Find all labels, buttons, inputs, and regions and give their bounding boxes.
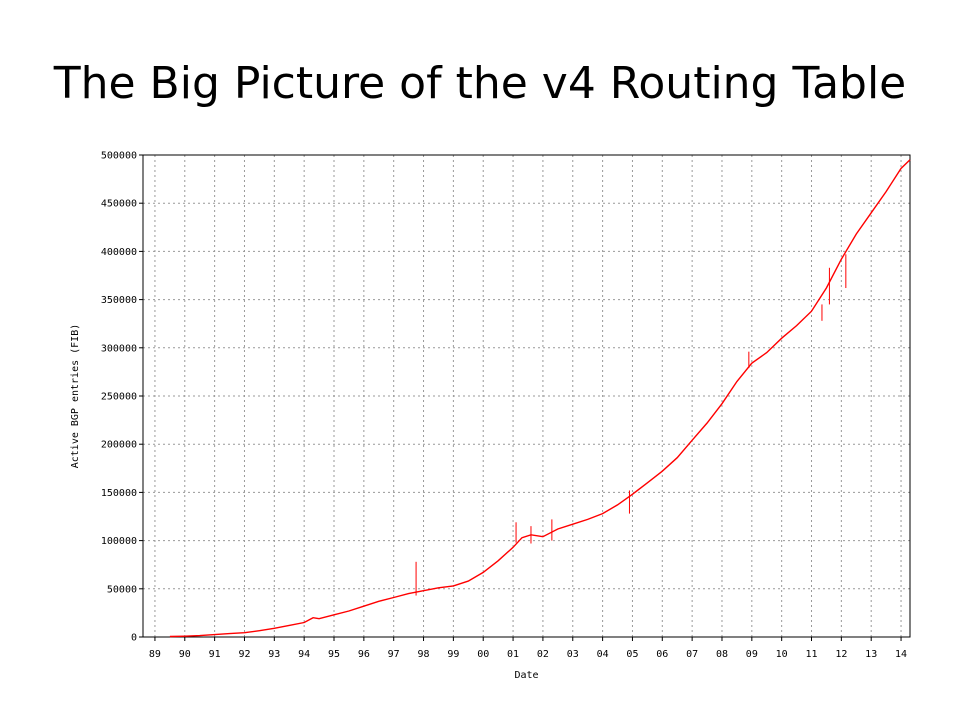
x-tick-label: 01 [507,649,519,660]
x-tick-label: 04 [597,649,609,660]
x-tick-label: 08 [716,649,728,660]
x-tick-label: 98 [418,649,430,660]
y-tick-label: 350000 [101,295,137,306]
y-tick-label: 200000 [101,440,137,451]
y-tick-label: 0 [131,633,137,644]
x-tick-label: 07 [686,649,698,660]
x-tick-label: 13 [865,649,877,660]
y-axis-ticks: 0 50000 100000 150000 200000 250000 300000 3500… [101,151,143,644]
y-tick-label: 500000 [101,151,137,162]
grid-lines [143,155,910,637]
x-tick-label: 02 [537,649,549,660]
x-tick-label: 92 [238,649,250,660]
series-line [169,159,911,638]
x-tick-label: 99 [447,649,459,660]
x-tick-label: 95 [328,649,340,660]
y-tick-label: 450000 [101,199,137,210]
x-tick-label: 09 [746,649,758,660]
x-tick-label: 06 [656,649,668,660]
y-axis-title: Active BGP entries (FIB) [70,324,81,469]
x-tick-label: 05 [626,649,638,660]
y-tick-label: 100000 [101,536,137,547]
x-tick-label: 96 [358,649,370,660]
x-axis-ticks: 89 90 91 92 93 94 95 96 97 98 99 00 01 02 03 04 05 06 07 08… [149,637,907,660]
y-tick-label: 250000 [101,392,137,403]
x-tick-label: 10 [776,649,788,660]
y-tick-label: 400000 [101,247,137,258]
x-tick-label: 94 [298,649,310,660]
x-tick-label: 14 [895,649,907,660]
y-tick-label: 150000 [101,488,137,499]
spike-marks [415,254,847,596]
y-tick-label: 300000 [101,343,137,354]
x-tick-label: 97 [388,649,400,660]
x-tick-label: 11 [805,649,817,660]
x-tick-label: 90 [179,649,191,660]
x-tick-label: 03 [567,649,579,660]
x-axis-title: Date [514,670,538,681]
x-tick-label: 00 [477,649,489,660]
x-tick-label: 91 [209,649,221,660]
x-tick-label: 12 [835,649,847,660]
y-tick-label: 50000 [107,584,137,595]
x-tick-label: 93 [268,649,280,660]
slide-title: The Big Picture of the v4 Routing Table [53,58,907,109]
x-tick-label: 89 [149,649,161,660]
